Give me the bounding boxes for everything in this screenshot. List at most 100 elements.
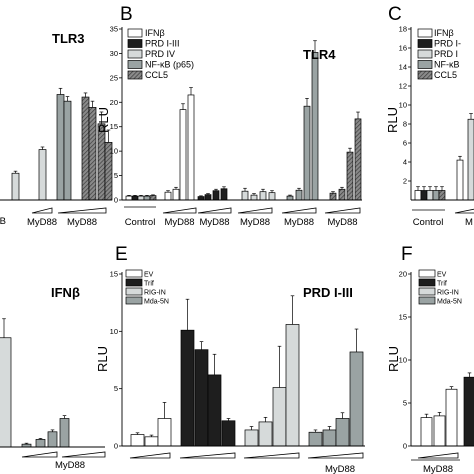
- panel-f-legend-swatch: [418, 287, 436, 296]
- panel-e-title: PRD I-III: [303, 285, 353, 300]
- panel-b-bar: [295, 189, 303, 201]
- panel-d-bar: [47, 431, 58, 448]
- panel-b-bar: [131, 195, 139, 201]
- panel-e-bar: [194, 349, 209, 447]
- panel-e-bar: [207, 374, 222, 447]
- panel-f-legend-swatch: [418, 269, 436, 278]
- panel-b-legend-label: NF-κB (p65): [145, 60, 194, 70]
- panel-f-legend-label: RIG-IN: [437, 290, 459, 297]
- panel-f-dose-wedge: [417, 452, 459, 459]
- panel-b-xlabel: MyD88: [199, 217, 229, 228]
- panel-e-legend-label: RIG-IN: [144, 290, 166, 297]
- panel-e-legend-label: Mda-5N: [144, 299, 169, 306]
- panel-e-legend-swatch: [125, 278, 143, 287]
- panel-e-bar: [130, 434, 145, 447]
- panel-e-bar: [157, 418, 172, 447]
- panel-e-bar: [349, 351, 364, 447]
- panel-f-ytick-label: 5: [403, 399, 407, 408]
- panel-e-dose-wedge: [243, 452, 300, 459]
- panel-b-dose-wedge: [237, 207, 273, 214]
- panel-d-bar: [35, 439, 46, 448]
- panel-c-legend-label: IFNβ: [434, 28, 454, 38]
- panel-c-legend-swatch: [417, 60, 433, 69]
- panel-b-bar: [179, 109, 187, 201]
- panel-c-legend-label: PRD I: [434, 49, 458, 59]
- panel-b-legend-label: IFNβ: [145, 28, 165, 38]
- panel-b-dose-wedge: [162, 207, 197, 214]
- panel-b-legend-swatch: [127, 70, 143, 80]
- panel-e-bar: [322, 429, 337, 447]
- panel-b-bar: [311, 52, 319, 201]
- panel-e-ylabel: RLU: [95, 346, 110, 372]
- panel-e-letter: E: [115, 244, 128, 265]
- panel-d-title: IFNβ: [51, 285, 80, 300]
- panel-e-legend-swatch: [125, 287, 143, 296]
- panel-e-legend-label: EV: [144, 272, 154, 279]
- panel-b-bar: [329, 192, 337, 201]
- panel-b-dose-wedge: [281, 207, 317, 214]
- panel-c-legend-label: PRD I-: [434, 39, 461, 49]
- panel-b-ytick-label: 0: [114, 196, 118, 205]
- panel-d-bar: [59, 418, 70, 448]
- panel-e-bar: [180, 329, 195, 447]
- panel-b-bar: [212, 190, 220, 201]
- panel-f-ytick-label: 0: [403, 442, 407, 451]
- panel-e-ytick-label: 5: [114, 384, 118, 393]
- panel-f-bar: [445, 388, 458, 447]
- panel-c-bar: [414, 190, 422, 201]
- panel-e-ytick-label: 15: [110, 270, 118, 279]
- panel-c-legend-label: CCL5: [434, 70, 457, 80]
- panel-b-bar: [259, 191, 267, 201]
- panel-f-ytick-label: 10: [399, 356, 407, 365]
- panel-c-dose-wedge: [454, 208, 474, 214]
- panel-b-bar: [187, 94, 195, 201]
- panel-b-bar: [204, 194, 212, 201]
- panel-f-bar: [420, 417, 433, 447]
- panel-c-bar: [420, 190, 428, 201]
- panel-b-xlabel: MyD88: [327, 217, 357, 228]
- panel-b-bar: [241, 190, 249, 201]
- panel-c-legend-swatch: [417, 49, 433, 59]
- panel-b-dose-wedge: [324, 207, 361, 214]
- panel-c-bar: [456, 159, 464, 201]
- panel-b-bar: [338, 188, 346, 201]
- panel-a-bar: [11, 172, 20, 201]
- panel-f-legend-swatch: [418, 296, 436, 305]
- panel-b-bar: [346, 151, 354, 201]
- panel-c-ytick-label: 14: [399, 63, 407, 72]
- panel-b-legend-swatch: [127, 49, 143, 59]
- panel-b-ytick-label: 20: [110, 98, 118, 107]
- panel-b-legend-label: PRD IV: [145, 49, 175, 59]
- panel-a-dose-wedge: [57, 207, 107, 214]
- panel-c-ytick-label: 18: [399, 25, 407, 34]
- panel-e-ytick-label: 10: [110, 327, 118, 336]
- panel-c-bar: [438, 190, 446, 201]
- panel-b-bar: [164, 191, 172, 201]
- panel-e-bar: [258, 421, 273, 447]
- panel-b-ytick-label: 15: [110, 122, 118, 131]
- panel-b-dose-wedge: [197, 207, 232, 214]
- panel-c-ylabel: RLU: [385, 107, 400, 133]
- panel-c-legend-label: NF-κB: [434, 60, 460, 70]
- panel-b-bar: [220, 188, 228, 201]
- panel-d-xlabel: MyD88: [55, 460, 85, 471]
- panel-b-bar: [143, 195, 151, 201]
- panel-b-legend-swatch: [127, 60, 143, 69]
- panel-b-ytick-label: 5: [114, 171, 118, 180]
- panel-a-bar: [88, 107, 97, 201]
- panel-c-ytick-label: 12: [399, 82, 407, 91]
- panel-f-bar: [463, 376, 474, 447]
- panel-b-bar: [137, 195, 145, 201]
- panel-b-legend-label: PRD I-III: [145, 39, 180, 49]
- panel-f-bar: [433, 415, 446, 447]
- panel-b-ytick-label: 35: [110, 25, 118, 34]
- panel-f-ytick-label: 20: [399, 270, 407, 279]
- panel-b-bar: [286, 195, 294, 201]
- panel-e-dose-wedge: [179, 452, 236, 459]
- panel-c-bar: [432, 190, 440, 201]
- panel-e-legend-swatch: [125, 269, 143, 278]
- panel-b-xlabel: MyD88: [240, 217, 270, 228]
- panel-c-legend-swatch: [417, 28, 433, 38]
- panel-b-ytick-label: 25: [110, 73, 118, 82]
- panel-b-bar: [354, 118, 362, 201]
